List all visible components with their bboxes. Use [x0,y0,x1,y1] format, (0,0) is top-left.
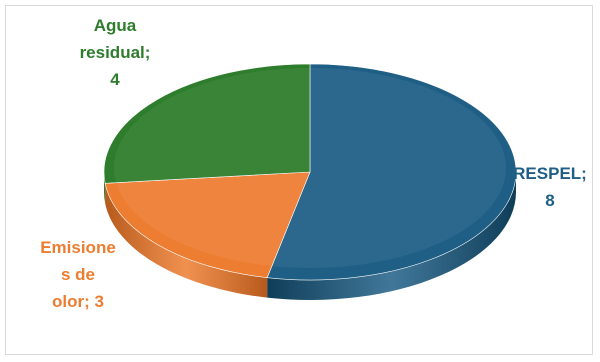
data-label-line: Emisione [40,238,116,257]
data-label-line: 4 [110,70,120,89]
data-label-line: residual; [79,43,151,62]
data-label-line: s de [60,265,96,284]
data-label-emisiones-de-olor: Emisione s de olor; 3 [18,234,138,315]
data-label-line: 8 [545,191,555,210]
pie-side-respel [267,172,516,300]
data-label-line: RESPEL; [513,164,587,183]
data-label-respel: RESPEL; 8 [505,160,595,214]
data-label-line: Agua [93,16,137,35]
pie-slice-emisiones-de-olor [104,171,311,278]
pie-slice-agua-residual [103,63,311,184]
data-label-line: olor; 3 [52,292,104,311]
pie-highlight [114,68,506,268]
pie-side-emisiones-de-olor [105,183,268,298]
data-label-agua-residual: Agua residual; 4 [55,12,175,93]
pie-slice-respel [266,63,517,281]
